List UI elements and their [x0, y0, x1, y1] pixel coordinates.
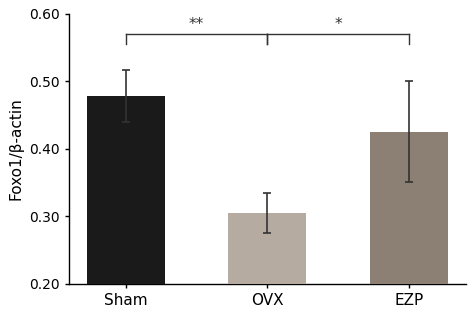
Text: *: *	[334, 17, 342, 32]
Text: **: **	[189, 17, 204, 32]
Bar	[87, 96, 164, 316]
Bar	[370, 132, 447, 316]
Y-axis label: Foxo1/β-actin: Foxo1/β-actin	[9, 97, 23, 200]
Bar	[228, 213, 306, 316]
